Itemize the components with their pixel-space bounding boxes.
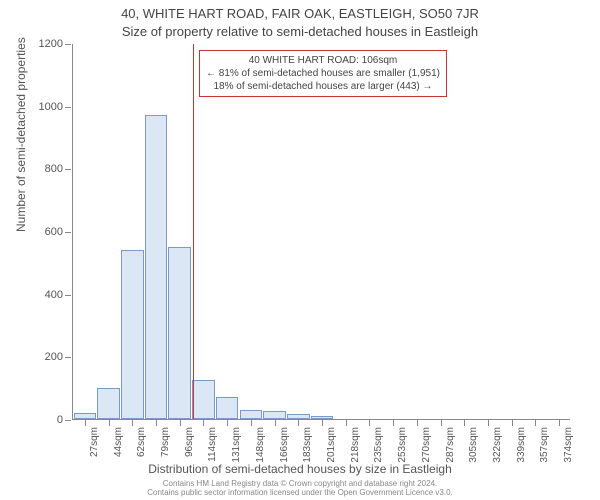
y-tick-label: 0 [57, 414, 63, 426]
x-tick-label: 44sqm [113, 427, 124, 457]
x-tick [180, 420, 181, 426]
y-tick [65, 232, 71, 233]
property-marker-line [193, 44, 194, 419]
x-axis-label: Distribution of semi-detached houses by … [0, 462, 600, 476]
x-tick [417, 420, 418, 426]
footer-line-1: Contains HM Land Registry data © Crown c… [0, 479, 600, 489]
x-tick-label: 322sqm [492, 427, 503, 463]
y-tick [65, 169, 71, 170]
x-tick [369, 420, 370, 426]
x-tick [441, 420, 442, 426]
footer-attribution: Contains HM Land Registry data © Crown c… [0, 479, 600, 498]
y-axis-label: Number of semi-detached properties [14, 37, 28, 232]
x-tick [85, 420, 86, 426]
x-tick [298, 420, 299, 426]
x-tick-label: 339sqm [516, 427, 527, 463]
info-box-line: 40 WHITE HART ROAD: 106sqm [206, 54, 440, 67]
x-tick [156, 420, 157, 426]
histogram-bar [192, 380, 215, 419]
x-tick-label: 235sqm [373, 427, 384, 463]
x-tick-label: 374sqm [563, 427, 574, 463]
x-tick [512, 420, 513, 426]
title-main: 40, WHITE HART ROAD, FAIR OAK, EASTLEIGH… [0, 6, 600, 21]
y-tick-label: 600 [45, 226, 63, 238]
y-tick [65, 107, 71, 108]
x-tick-label: 253sqm [397, 427, 408, 463]
histogram-bar [145, 115, 168, 419]
x-tick [227, 420, 228, 426]
y-tick-label: 800 [45, 163, 63, 175]
x-tick [109, 420, 110, 426]
x-tick [132, 420, 133, 426]
x-tick [393, 420, 394, 426]
histogram-bar [97, 388, 120, 419]
x-tick [275, 420, 276, 426]
footer-line-2: Contains public sector information licen… [0, 488, 600, 498]
x-tick-label: 27sqm [89, 427, 100, 457]
x-tick [535, 420, 536, 426]
y-tick [65, 357, 71, 358]
histogram-bar [121, 250, 144, 419]
y-tick [65, 420, 71, 421]
info-box-line: 18% of semi-detached houses are larger (… [206, 80, 440, 93]
y-tick [65, 295, 71, 296]
x-tick [203, 420, 204, 426]
x-tick-label: 114sqm [207, 427, 218, 462]
x-tick-label: 96sqm [184, 427, 195, 457]
y-tick-label: 1200 [39, 38, 63, 50]
histogram-bar [74, 413, 97, 419]
x-tick-label: 305sqm [468, 427, 479, 463]
histogram-bar [287, 414, 310, 419]
x-tick-label: 218sqm [350, 427, 361, 463]
x-tick-label: 183sqm [302, 427, 313, 463]
x-tick-label: 357sqm [539, 427, 550, 463]
title-sub: Size of property relative to semi-detach… [0, 24, 600, 39]
x-tick-label: 201sqm [326, 427, 337, 463]
plot-area: 02004006008001000120027sqm44sqm62sqm79sq… [72, 44, 570, 420]
histogram-bar [216, 397, 239, 419]
y-tick-label: 200 [45, 351, 63, 363]
x-tick-label: 166sqm [279, 427, 290, 463]
x-tick [464, 420, 465, 426]
histogram-bar [168, 247, 191, 419]
x-tick [488, 420, 489, 426]
chart-container: 40, WHITE HART ROAD, FAIR OAK, EASTLEIGH… [0, 0, 600, 500]
y-tick-label: 400 [45, 289, 63, 301]
histogram-bar [263, 411, 286, 419]
x-tick [322, 420, 323, 426]
histogram-bar [311, 416, 334, 419]
x-tick-label: 131sqm [231, 427, 242, 463]
x-tick [346, 420, 347, 426]
x-tick-label: 148sqm [255, 427, 266, 463]
property-info-box: 40 WHITE HART ROAD: 106sqm← 81% of semi-… [199, 50, 447, 97]
x-tick [559, 420, 560, 426]
x-tick [251, 420, 252, 426]
y-tick-label: 1000 [39, 101, 63, 113]
x-tick-label: 79sqm [160, 427, 171, 457]
x-tick-label: 270sqm [421, 427, 432, 463]
x-tick-label: 287sqm [445, 427, 456, 463]
x-tick-label: 62sqm [136, 427, 147, 457]
histogram-bar [240, 410, 263, 419]
y-tick [65, 44, 71, 45]
info-box-line: ← 81% of semi-detached houses are smalle… [206, 67, 440, 80]
